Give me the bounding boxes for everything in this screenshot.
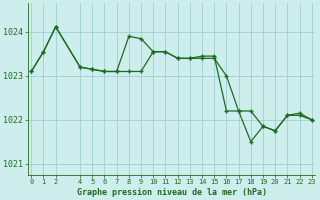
X-axis label: Graphe pression niveau de la mer (hPa): Graphe pression niveau de la mer (hPa) [76,188,267,197]
